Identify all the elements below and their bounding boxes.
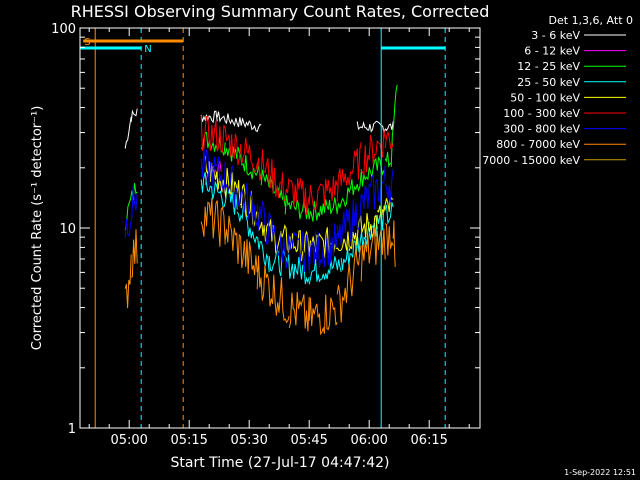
series-line bbox=[224, 127, 258, 173]
x-tick-label: 05:45 bbox=[290, 433, 327, 448]
x-tick-label: 06:00 bbox=[350, 433, 387, 448]
interval-label: N bbox=[144, 44, 151, 55]
series-line bbox=[256, 149, 282, 199]
series-line bbox=[124, 116, 132, 149]
series-line bbox=[284, 195, 310, 220]
series-line bbox=[200, 148, 226, 194]
legend-label: 3 - 6 keV bbox=[531, 29, 580, 42]
series-line bbox=[236, 203, 270, 273]
series-line bbox=[384, 168, 394, 203]
series-line bbox=[224, 215, 258, 276]
series-line bbox=[131, 229, 138, 278]
series-line bbox=[384, 130, 394, 149]
series-line bbox=[336, 171, 362, 213]
legend-header: Det 1,3,6, Att 0 bbox=[549, 14, 633, 27]
y-tick-label: 10 bbox=[59, 222, 76, 237]
x-tick-label: 06:15 bbox=[410, 433, 447, 448]
series-line bbox=[256, 255, 290, 324]
legend-label: 7000 - 15000 keV bbox=[482, 154, 580, 167]
series-line bbox=[268, 247, 310, 285]
series-layer bbox=[124, 84, 398, 336]
series-line bbox=[224, 146, 262, 180]
series-line bbox=[200, 110, 218, 124]
legend-label: 300 - 800 keV bbox=[503, 123, 580, 136]
series-line bbox=[200, 197, 226, 247]
series-line bbox=[224, 164, 258, 228]
series-line bbox=[356, 120, 386, 135]
legend-label: 25 - 50 keV bbox=[517, 76, 580, 89]
series-line bbox=[336, 245, 362, 323]
y-tick-label: 1 bbox=[68, 422, 76, 437]
chart-title: RHESSI Observing Summary Count Rates, Co… bbox=[71, 2, 490, 21]
series-line bbox=[124, 254, 132, 309]
series-line bbox=[236, 117, 262, 133]
x-axis-label: Start Time (27-Jul-17 04:47:42) bbox=[170, 455, 389, 471]
legend-label: 800 - 7000 keV bbox=[496, 138, 580, 151]
series-line bbox=[308, 197, 338, 222]
x-tick-label: 05:15 bbox=[170, 433, 207, 448]
legend-label: 100 - 300 keV bbox=[503, 107, 580, 120]
series-line bbox=[384, 151, 392, 168]
series-line bbox=[384, 121, 394, 132]
series-line bbox=[384, 223, 394, 256]
series-line bbox=[308, 176, 338, 210]
series-line bbox=[308, 223, 338, 274]
series-line bbox=[200, 171, 238, 215]
series-line bbox=[216, 111, 238, 127]
series-line bbox=[288, 291, 310, 332]
series-line bbox=[308, 256, 342, 285]
series-line bbox=[308, 294, 338, 336]
series-line bbox=[124, 185, 138, 239]
series-line bbox=[336, 142, 362, 202]
legend-label: 12 - 25 keV bbox=[517, 60, 580, 73]
series-line bbox=[392, 220, 396, 268]
plot-frame bbox=[79, 27, 481, 429]
series-line bbox=[200, 115, 226, 153]
series-line bbox=[124, 183, 138, 231]
y-tick-label: 100 bbox=[51, 22, 76, 37]
series-line bbox=[390, 84, 398, 167]
x-tick-label: 05:00 bbox=[110, 433, 147, 448]
axes-layer: 05:00 05:15 05:30 05:45 06:00 06:15 1 10 100 bbox=[51, 22, 480, 448]
legend-label: 6 - 12 keV bbox=[524, 45, 580, 58]
series-line bbox=[130, 108, 138, 122]
y-axis-label: Corrected Count Rate (s⁻¹ detector⁻¹) bbox=[30, 106, 45, 351]
series-line bbox=[280, 172, 310, 216]
footer-timestamp: 1-Sep-2022 12:51 bbox=[564, 468, 636, 477]
legend-label: 50 - 100 keV bbox=[510, 91, 580, 104]
series-line bbox=[204, 156, 242, 206]
interval-label: S bbox=[84, 37, 90, 48]
series-line bbox=[336, 193, 362, 247]
legend: Det 1,3,6, Att 0 3 - 6 keV 6 - 12 keV 12 -… bbox=[482, 14, 633, 167]
x-tick-label: 05:30 bbox=[230, 433, 267, 448]
series-line bbox=[340, 221, 370, 271]
series-line bbox=[256, 201, 282, 257]
series-line bbox=[280, 231, 310, 273]
series-line bbox=[348, 213, 378, 251]
